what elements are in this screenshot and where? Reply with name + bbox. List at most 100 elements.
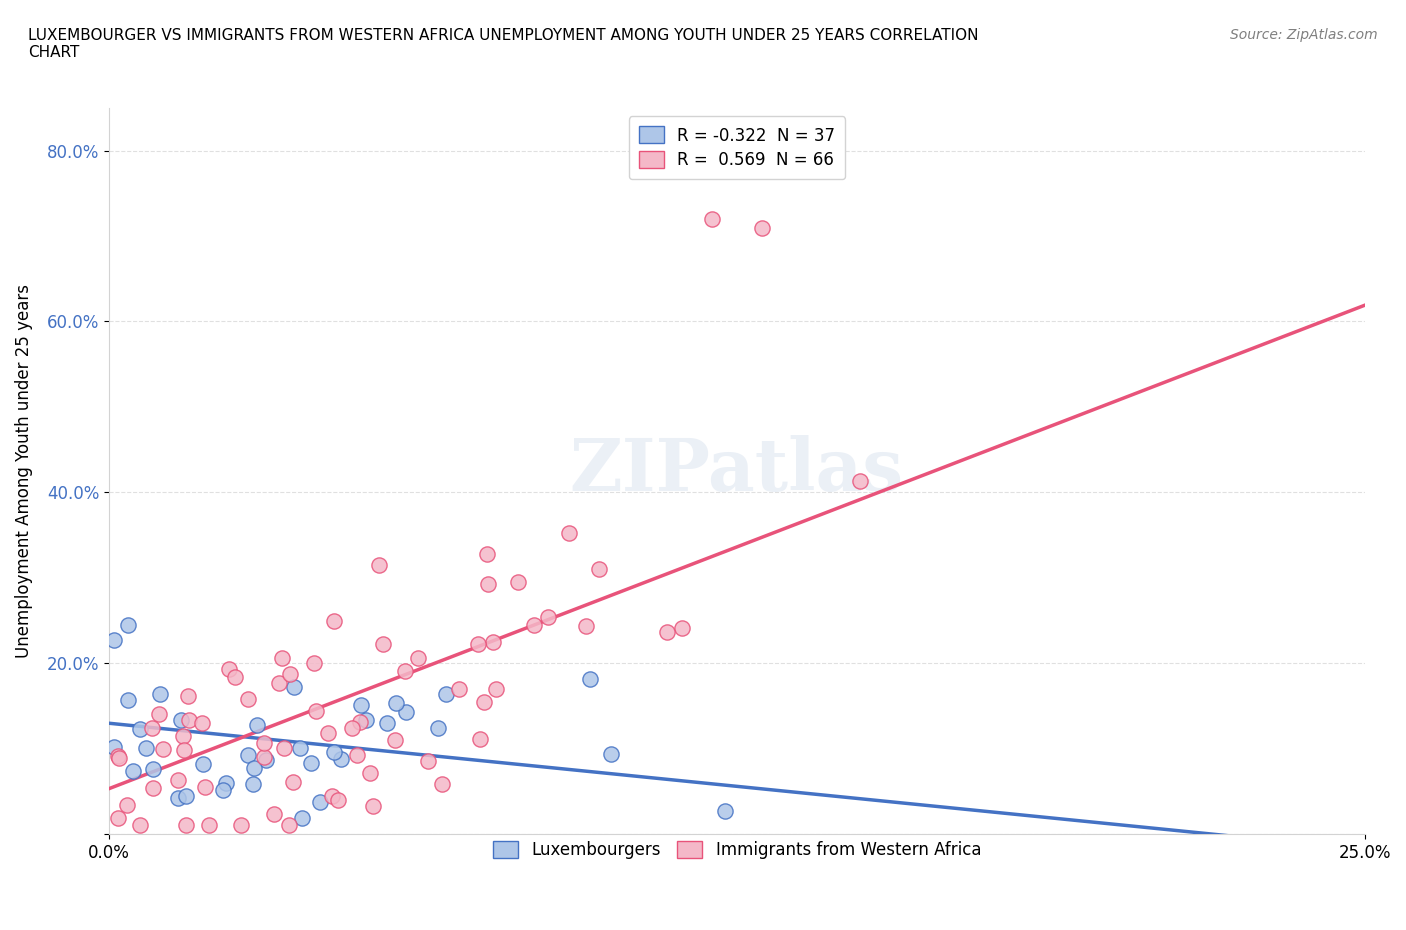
Text: LUXEMBOURGER VS IMMIGRANTS FROM WESTERN AFRICA UNEMPLOYMENT AMONG YOUTH UNDER 25: LUXEMBOURGER VS IMMIGRANTS FROM WESTERN … <box>28 28 979 60</box>
Point <box>288 741 311 756</box>
Point <box>467 637 489 652</box>
Point <box>173 743 195 758</box>
Point <box>141 721 163 736</box>
Point <box>283 680 305 695</box>
Point <box>177 689 200 704</box>
Point <box>326 792 349 807</box>
Point <box>330 751 353 766</box>
Point <box>135 740 157 755</box>
Point <box>375 716 398 731</box>
Point <box>318 725 340 740</box>
Point <box>117 618 139 632</box>
Point <box>434 686 457 701</box>
Point <box>321 789 343 804</box>
Point <box>849 473 872 488</box>
Point <box>253 750 276 764</box>
Point <box>363 799 385 814</box>
Text: Source: ZipAtlas.com: Source: ZipAtlas.com <box>1230 28 1378 42</box>
Point <box>350 698 373 712</box>
Point <box>575 619 598 634</box>
Point <box>273 740 295 755</box>
Point <box>238 691 260 706</box>
Point <box>384 733 406 748</box>
Point <box>475 547 498 562</box>
Point <box>107 749 129 764</box>
Point <box>174 817 197 832</box>
Point <box>172 728 194 743</box>
Point <box>177 712 200 727</box>
Point <box>472 695 495 710</box>
Point <box>176 789 198 804</box>
Point <box>107 751 129 765</box>
Point <box>309 795 332 810</box>
Point <box>142 781 165 796</box>
Point <box>212 782 235 797</box>
Point <box>367 558 389 573</box>
Point <box>170 712 193 727</box>
Point <box>246 718 269 733</box>
Point <box>281 775 304 790</box>
Point <box>278 667 301 682</box>
Point <box>579 671 602 686</box>
Point <box>342 721 364 736</box>
Point <box>394 664 416 679</box>
Point <box>346 748 368 763</box>
Point <box>485 682 508 697</box>
Point <box>291 811 314 826</box>
Point <box>148 706 170 721</box>
Point <box>149 686 172 701</box>
Point <box>229 817 252 832</box>
Point <box>152 742 174 757</box>
Point <box>385 695 408 710</box>
Point <box>215 776 238 790</box>
Point <box>481 634 503 649</box>
Point <box>198 817 221 832</box>
Point <box>263 807 285 822</box>
Point <box>447 682 470 697</box>
Point <box>271 650 294 665</box>
Point <box>302 656 325 671</box>
Point <box>224 670 246 684</box>
Text: ZIPatlas: ZIPatlas <box>569 435 904 507</box>
Point <box>537 610 560 625</box>
Point <box>194 779 217 794</box>
Point <box>477 577 499 591</box>
Point <box>588 562 610 577</box>
Point <box>191 757 214 772</box>
Point <box>751 220 773 235</box>
Point <box>373 636 395 651</box>
Point <box>107 811 129 826</box>
Point <box>103 739 125 754</box>
Point <box>426 721 449 736</box>
Point <box>166 772 188 787</box>
Point <box>700 212 723 227</box>
Point <box>416 753 439 768</box>
Point <box>600 746 623 761</box>
Point <box>523 618 546 632</box>
Point <box>354 712 377 727</box>
Point <box>129 817 152 832</box>
Point <box>236 748 259 763</box>
Point <box>468 731 491 746</box>
Point <box>430 777 453 791</box>
Point <box>103 632 125 647</box>
Point <box>408 651 430 666</box>
Point <box>115 797 138 812</box>
Point <box>254 753 277 768</box>
Point <box>305 704 328 719</box>
Point <box>167 790 190 805</box>
Y-axis label: Unemployment Among Youth under 25 years: Unemployment Among Youth under 25 years <box>15 284 32 658</box>
Point <box>122 764 145 778</box>
Point <box>269 675 291 690</box>
Point <box>129 722 152 737</box>
Point <box>349 714 371 729</box>
Point <box>714 804 737 818</box>
Point <box>142 761 165 776</box>
Point <box>394 705 416 720</box>
Point <box>359 765 381 780</box>
Point <box>299 755 322 770</box>
Point <box>277 817 299 832</box>
Point <box>242 761 264 776</box>
Point <box>242 777 264 791</box>
Point <box>117 693 139 708</box>
